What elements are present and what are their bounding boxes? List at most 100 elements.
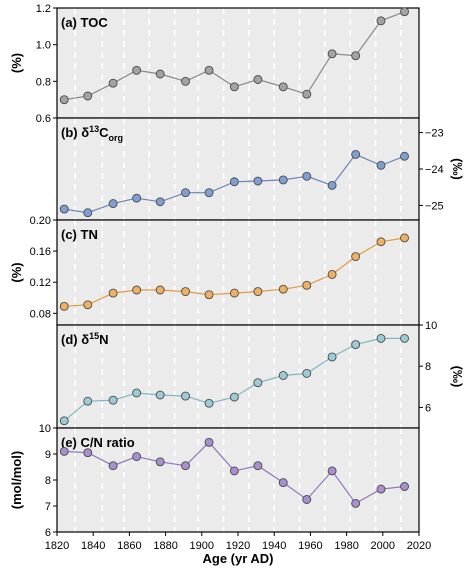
data-point (229, 82, 239, 92)
y-tick-label: −23 (425, 128, 444, 140)
data-point (108, 288, 118, 298)
y-tick-label: 0.8 (36, 76, 51, 88)
y-axis-label: (‰) (450, 158, 465, 180)
data-point (155, 390, 165, 400)
data-point (59, 446, 69, 456)
panel-background (57, 325, 419, 428)
data-point (181, 461, 190, 471)
data-point (327, 352, 337, 362)
data-point (400, 7, 409, 17)
data-point (327, 49, 337, 59)
y-axis-label: (%) (9, 53, 24, 73)
data-point (400, 333, 409, 343)
panel-d13c: −23 −24 −25 (‰) (b) δ13Corg (56, 117, 465, 221)
y-tick-label: 1.0 (36, 40, 51, 52)
data-point (302, 171, 312, 181)
data-point (155, 457, 165, 467)
panel-background (57, 8, 419, 118)
panel-toc: 0.6 0.8 1.0 1.2 (%) (a) TOC (9, 3, 420, 125)
x-tick-label: 1880 (153, 540, 177, 552)
y-tick-label: 10 (425, 320, 437, 332)
data-point (155, 69, 165, 79)
y-tick-label: 6 (45, 527, 51, 539)
data-point (59, 204, 69, 214)
y-tick-label: 7 (45, 501, 51, 513)
y-tick-label: 0.20 (30, 215, 51, 227)
data-point (83, 91, 93, 101)
y-tick-label: 0.6 (36, 113, 51, 125)
y-tick-label: 0.16 (30, 246, 51, 258)
data-point (302, 368, 312, 378)
data-point (351, 498, 361, 508)
data-point (302, 495, 312, 504)
data-point (59, 95, 69, 105)
data-point (278, 82, 288, 92)
data-point (376, 484, 386, 494)
data-point (327, 269, 337, 279)
panel-cn: 6 7 8 9 10 (mol/mol) (e) C/N ratio (9, 423, 420, 539)
data-point (83, 396, 93, 406)
data-point (376, 160, 386, 170)
data-point (278, 371, 288, 380)
data-point (59, 301, 69, 311)
panel-d15n: 6 8 10 (‰) (d) δ15N (56, 320, 465, 429)
x-tick-label: 1920 (226, 540, 250, 552)
data-point (351, 340, 361, 350)
data-point (59, 416, 69, 426)
data-point (253, 287, 263, 297)
data-point (253, 461, 263, 471)
data-point (351, 51, 361, 61)
data-point (229, 177, 239, 187)
data-point (376, 237, 386, 247)
data-point (229, 392, 239, 402)
data-point (327, 180, 337, 190)
y-axis-label: (‰) (450, 366, 465, 388)
y-tick-label: 8 (45, 475, 51, 487)
y-tick-label: 1.2 (36, 3, 51, 15)
data-point (181, 391, 190, 401)
data-point (132, 452, 142, 462)
y-tick-label: 6 (425, 402, 431, 414)
y-tick-label: 0.08 (30, 308, 51, 320)
data-point (181, 287, 190, 297)
panel-title: (b) δ13Corg (61, 124, 123, 143)
x-tick-label: 2000 (371, 540, 395, 552)
data-point (204, 398, 214, 408)
panel-background (57, 428, 419, 532)
x-tick-label: 1960 (298, 540, 322, 552)
data-point (108, 199, 118, 209)
data-point (181, 76, 190, 86)
y-tick-label: 10 (39, 423, 51, 435)
data-point (155, 197, 165, 207)
panel-title: (c) TN (61, 227, 98, 242)
data-point (132, 193, 142, 203)
y-tick-label: −24 (425, 164, 444, 176)
data-point (204, 65, 214, 75)
data-point (351, 252, 361, 262)
panel-background (57, 220, 419, 325)
data-point (376, 333, 386, 343)
data-point (302, 280, 312, 290)
y-axis-label: (%) (9, 262, 24, 282)
data-point (302, 89, 312, 99)
data-point (108, 461, 118, 471)
data-point (400, 482, 409, 491)
data-point (132, 388, 142, 398)
y-tick-label: 8 (425, 361, 431, 373)
data-point (181, 188, 190, 198)
data-point (108, 395, 118, 405)
x-axis-label: Age (yr AD) (202, 551, 273, 566)
data-point (400, 233, 409, 243)
data-point (253, 378, 263, 388)
data-point (278, 284, 288, 294)
data-point (132, 285, 142, 295)
data-point (229, 288, 239, 298)
data-point (327, 466, 337, 476)
x-tick-label: 1840 (81, 540, 105, 552)
data-point (351, 149, 361, 159)
data-point (278, 478, 288, 488)
data-point (83, 208, 93, 218)
data-point (108, 78, 118, 88)
data-point (83, 300, 93, 310)
